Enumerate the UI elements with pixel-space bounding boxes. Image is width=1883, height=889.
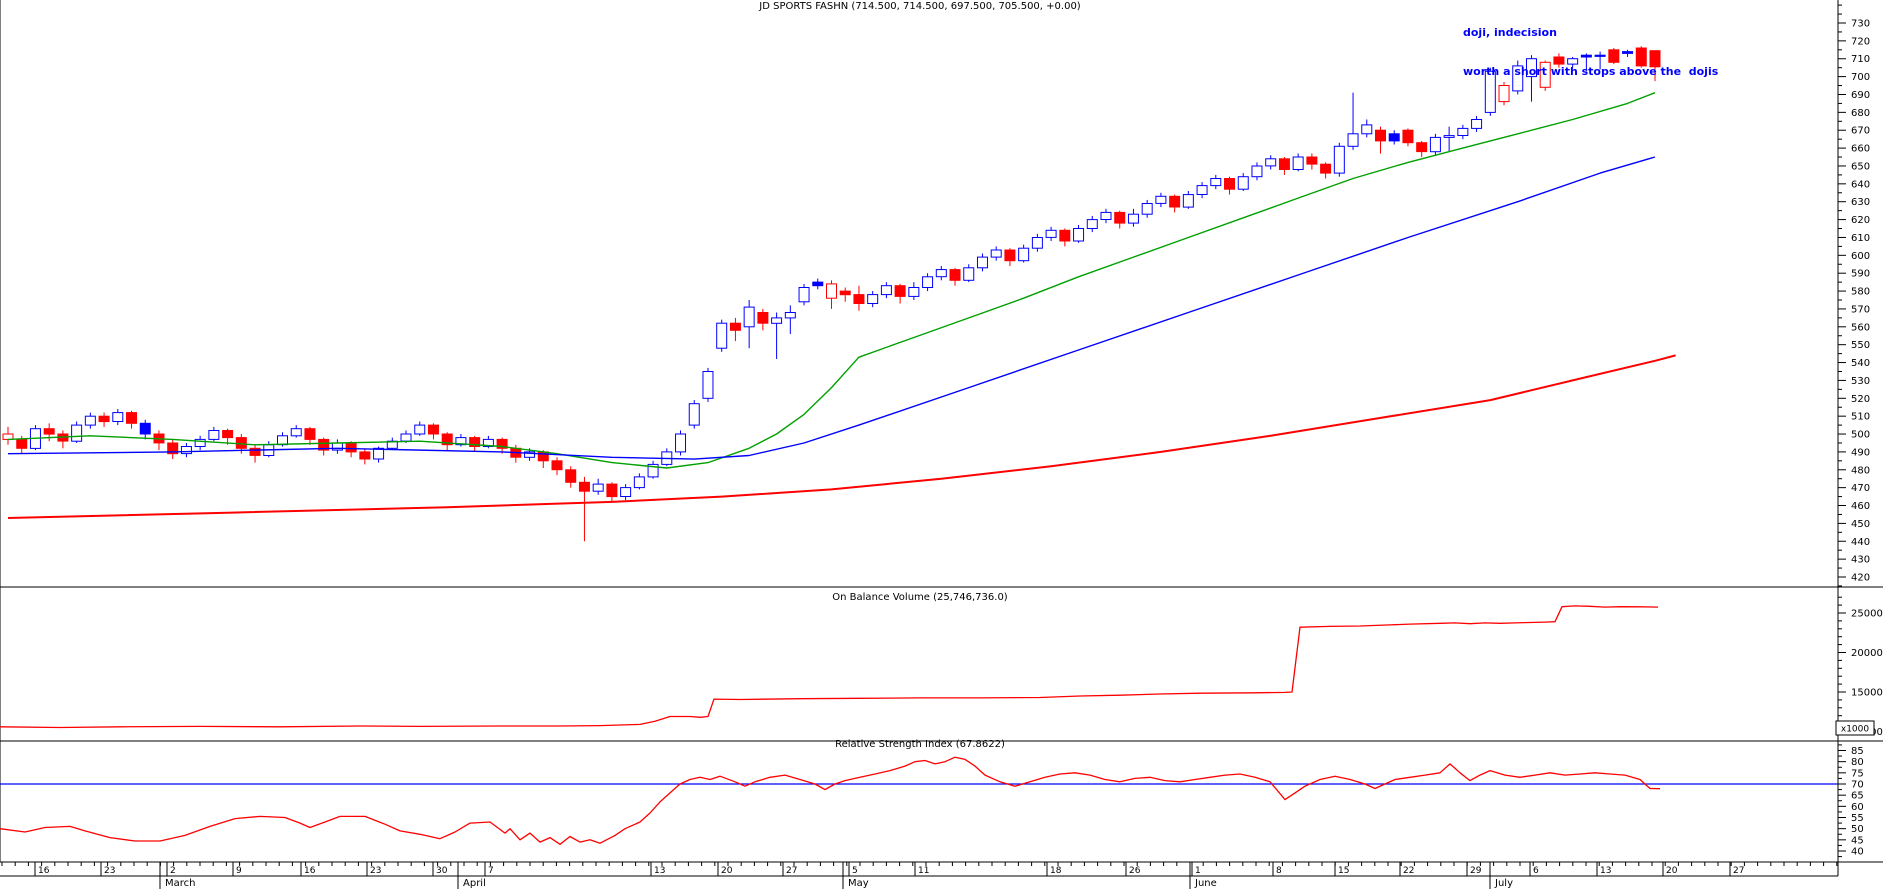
svg-text:600: 600 [1851,251,1870,262]
svg-text:45: 45 [1851,835,1864,846]
svg-text:70: 70 [1851,780,1864,791]
svg-text:80: 80 [1851,757,1864,768]
svg-text:520: 520 [1851,394,1870,405]
svg-text:16: 16 [38,866,50,876]
svg-text:May: May [848,878,869,889]
svg-text:27: 27 [786,866,797,876]
obv-multiplier-box: x1000 [1835,720,1875,736]
svg-text:9: 9 [236,866,242,876]
annotation-line-1: doji, indecision [1463,26,1557,39]
svg-text:510: 510 [1851,412,1870,423]
svg-text:30: 30 [436,866,448,876]
svg-text:7: 7 [488,866,494,876]
svg-text:July: July [1494,878,1513,889]
svg-text:26: 26 [1129,866,1141,876]
svg-text:460: 460 [1851,501,1870,512]
svg-text:29: 29 [1470,866,1482,876]
svg-text:500: 500 [1851,430,1870,441]
svg-text:22: 22 [1403,866,1414,876]
svg-text:16: 16 [304,866,316,876]
svg-text:450: 450 [1851,519,1870,530]
svg-text:18: 18 [1050,866,1062,876]
svg-text:710: 710 [1851,54,1870,65]
svg-text:60: 60 [1851,802,1864,813]
svg-text:680: 680 [1851,108,1870,119]
svg-text:40: 40 [1851,847,1864,858]
svg-text:20: 20 [1666,866,1678,876]
svg-text:590: 590 [1851,269,1870,280]
rsi-line [0,756,1661,845]
svg-text:25000: 25000 [1851,609,1883,620]
svg-text:580: 580 [1851,287,1870,298]
svg-text:420: 420 [1851,573,1870,584]
svg-text:8: 8 [1276,866,1282,876]
svg-text:27: 27 [1733,866,1744,876]
svg-text:15000: 15000 [1851,688,1883,699]
svg-text:11: 11 [918,866,929,876]
svg-text:530: 530 [1851,376,1870,387]
analyst-annotation: doji, indecision worth a short with stop… [1463,0,1718,104]
svg-text:640: 640 [1851,179,1870,190]
svg-text:560: 560 [1851,322,1870,333]
svg-text:650: 650 [1851,161,1870,172]
svg-text:June: June [1194,878,1217,889]
svg-text:55: 55 [1851,813,1864,824]
svg-text:610: 610 [1851,233,1870,244]
svg-text:23: 23 [370,866,381,876]
svg-text:20: 20 [721,866,733,876]
svg-text:13: 13 [1600,866,1611,876]
svg-text:540: 540 [1851,358,1870,369]
price-chart-title: JD SPORTS FASHN (714.500, 714.500, 697.5… [759,1,1081,12]
annotation-line-2: worth a short with stops above the dojis [1463,65,1719,78]
ma-short-line [7,92,1656,469]
svg-text:23: 23 [104,866,115,876]
svg-text:430: 430 [1851,555,1870,566]
svg-text:660: 660 [1851,144,1870,155]
svg-text:720: 720 [1851,36,1870,47]
svg-text:440: 440 [1851,537,1870,548]
obv-panel-title: On Balance Volume (25,746,736.0) [832,592,1008,603]
svg-text:5: 5 [852,866,858,876]
svg-text:15: 15 [1338,866,1349,876]
candlesticks [2,46,1661,542]
obv-y-axis: 10000150002000025000 [1838,596,1883,738]
svg-text:700: 700 [1851,72,1870,83]
ma-long-line [7,354,1676,519]
svg-text:65: 65 [1851,791,1864,802]
svg-text:690: 690 [1851,90,1870,101]
svg-text:20000: 20000 [1851,648,1883,659]
svg-text:March: March [165,878,195,889]
price-y-axis: 420 430 440 450 460 470 480 490 500 510 520 530 540 5… [1838,4,1870,587]
svg-text:85: 85 [1851,746,1864,757]
obv-line [0,605,1659,729]
svg-text:490: 490 [1851,447,1870,458]
ma-medium-line [7,156,1656,460]
date-axis: 16 23 2 9 16 23 30 7 13 20 27 5 11 18 26 1 8 15 22 29 6 13 20 2… [1,862,1838,889]
svg-text:670: 670 [1851,126,1870,137]
svg-text:730: 730 [1851,19,1870,30]
svg-text:1: 1 [1195,866,1201,876]
svg-text:2: 2 [170,866,176,876]
svg-text:480: 480 [1851,465,1870,476]
svg-text:630: 630 [1851,197,1870,208]
svg-text:470: 470 [1851,483,1870,494]
rsi-panel-title: Relative Strength Index (67.8622) [835,739,1005,750]
svg-text:550: 550 [1851,340,1870,351]
svg-text:13: 13 [654,866,665,876]
svg-text:x1000: x1000 [1841,725,1870,735]
svg-text:75: 75 [1851,768,1864,779]
svg-text:570: 570 [1851,304,1870,315]
svg-text:50: 50 [1851,824,1864,835]
svg-text:6: 6 [1533,866,1539,876]
svg-text:620: 620 [1851,215,1870,226]
svg-text:April: April [463,878,486,889]
